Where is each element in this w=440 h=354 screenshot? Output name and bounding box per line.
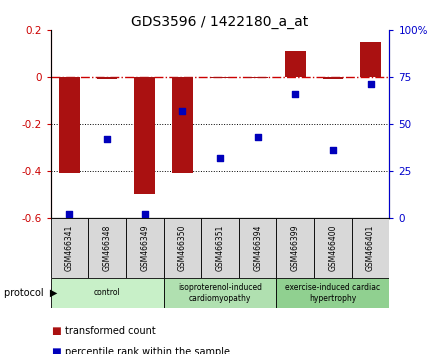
Point xyxy=(103,136,110,142)
Bar xyxy=(360,42,381,77)
Bar xyxy=(126,218,164,278)
Bar xyxy=(164,218,201,278)
Text: GSM466348: GSM466348 xyxy=(103,224,112,271)
Text: GSM466401: GSM466401 xyxy=(366,224,375,271)
Title: GDS3596 / 1422180_a_at: GDS3596 / 1422180_a_at xyxy=(132,15,308,29)
Bar xyxy=(314,218,352,278)
Bar xyxy=(51,278,164,308)
Bar xyxy=(323,77,343,79)
Bar xyxy=(164,278,276,308)
Bar xyxy=(134,77,155,194)
Text: isoproterenol-induced
cardiomyopathy: isoproterenol-induced cardiomyopathy xyxy=(178,283,262,303)
Bar xyxy=(285,51,306,77)
Point xyxy=(254,134,261,140)
Point xyxy=(141,211,148,217)
Text: transformed count: transformed count xyxy=(65,326,156,336)
Text: exercise-induced cardiac
hypertrophy: exercise-induced cardiac hypertrophy xyxy=(286,283,381,303)
Text: GSM466400: GSM466400 xyxy=(328,224,337,271)
Bar xyxy=(172,77,193,173)
Text: GSM466351: GSM466351 xyxy=(216,224,224,271)
Bar xyxy=(51,218,88,278)
Text: GSM466341: GSM466341 xyxy=(65,224,74,271)
Text: GSM466349: GSM466349 xyxy=(140,224,149,271)
Text: control: control xyxy=(94,289,121,297)
Text: GSM466399: GSM466399 xyxy=(291,224,300,271)
Bar xyxy=(352,218,389,278)
Bar xyxy=(276,218,314,278)
Bar xyxy=(201,218,239,278)
Text: GSM466350: GSM466350 xyxy=(178,224,187,271)
Text: protocol  ▶: protocol ▶ xyxy=(4,288,58,298)
Text: ■: ■ xyxy=(51,347,60,354)
Text: GSM466394: GSM466394 xyxy=(253,224,262,271)
Point xyxy=(367,82,374,87)
Point xyxy=(216,155,224,160)
Point xyxy=(179,108,186,114)
Bar xyxy=(88,218,126,278)
Point xyxy=(330,147,337,153)
Bar xyxy=(97,77,117,79)
Bar xyxy=(59,77,80,173)
Text: ■: ■ xyxy=(51,326,60,336)
Bar xyxy=(276,278,389,308)
Point xyxy=(66,211,73,217)
Bar xyxy=(247,77,268,78)
Bar xyxy=(209,77,231,78)
Point xyxy=(292,91,299,97)
Text: percentile rank within the sample: percentile rank within the sample xyxy=(65,347,230,354)
Bar xyxy=(239,218,276,278)
